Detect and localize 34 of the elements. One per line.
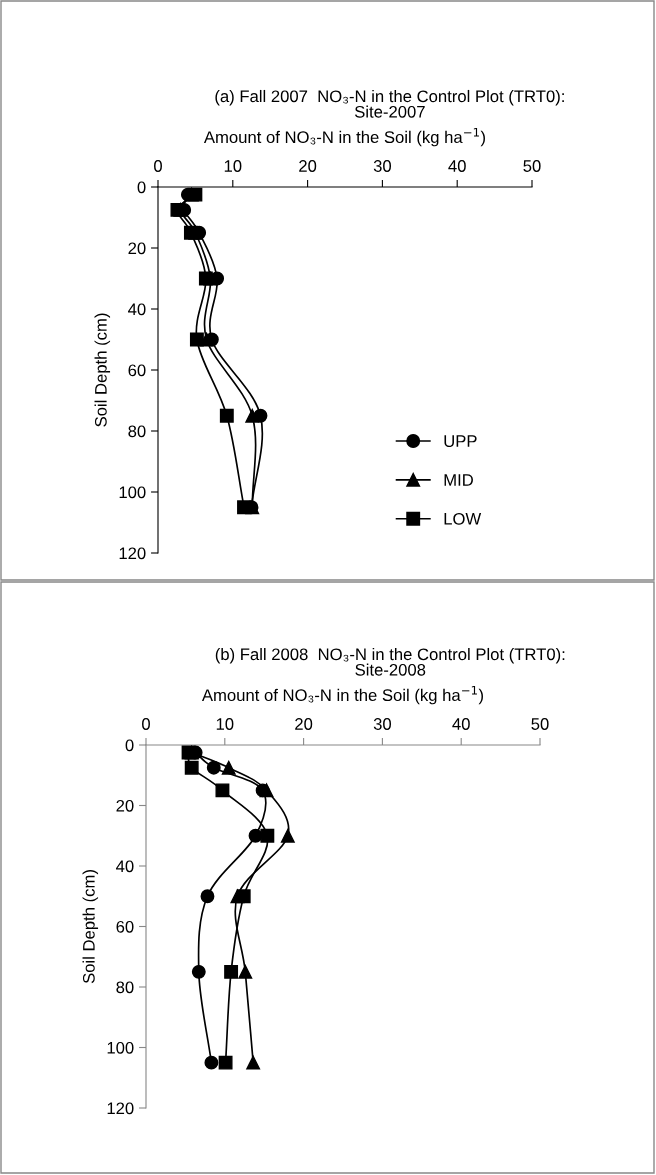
x-axis-title: Amount of NO₃-N in the Soil (kg ha$^{−1}$) — [203, 127, 485, 147]
x-tick-label: 20 — [299, 160, 317, 172]
y-tick-label: 100 — [119, 486, 146, 499]
y-tick-label: 20 — [116, 799, 134, 812]
y-tick-label: 60 — [116, 920, 134, 933]
x-tick-label: 20 — [295, 718, 313, 730]
y-tick-label: 20 — [128, 242, 146, 255]
x-tick-label: 50 — [523, 160, 541, 172]
y-tick-label: 60 — [128, 364, 146, 377]
y-tick-label: 80 — [128, 425, 146, 438]
x-tick-label: 0 — [154, 160, 162, 172]
chart-title: (b) Fall 2008 NO₃-N in the Control Plot (TRT0): Site-2008 — [215, 647, 565, 676]
x-tick-label: 40 — [452, 718, 470, 730]
y-tick-label: 120 — [119, 547, 146, 560]
y-tick-label: 0 — [137, 181, 146, 194]
y-tick-label: 40 — [128, 303, 146, 316]
y-axis-title: Soil Depth (cm) — [94, 313, 111, 427]
legend-label: MID — [444, 474, 473, 486]
y-axis-title: Soil Depth (cm) — [82, 870, 99, 984]
legend-label: UPP — [444, 435, 477, 447]
x-tick-label: 10 — [216, 718, 234, 730]
y-tick-label: 100 — [107, 1041, 134, 1054]
y-tick-label: 80 — [116, 981, 134, 994]
x-tick-label: 30 — [373, 160, 392, 172]
x-axis-title: Amount of NO₃-N in the Soil (kg ha$^{−1}$) — [201, 685, 483, 705]
chart-title: (a) Fall 2007 NO₃-N in the Control Plot (TRT0): Site-2007 — [215, 89, 564, 118]
legend-label: LOW — [444, 512, 482, 525]
x-tick-label: 50 — [531, 718, 549, 730]
y-tick-label: 0 — [125, 739, 134, 752]
x-tick-label: 30 — [373, 718, 392, 730]
y-tick-label: 120 — [107, 1102, 134, 1115]
x-tick-label: 10 — [224, 160, 242, 172]
y-tick-label: 40 — [116, 860, 134, 873]
x-tick-label: 40 — [448, 160, 466, 172]
